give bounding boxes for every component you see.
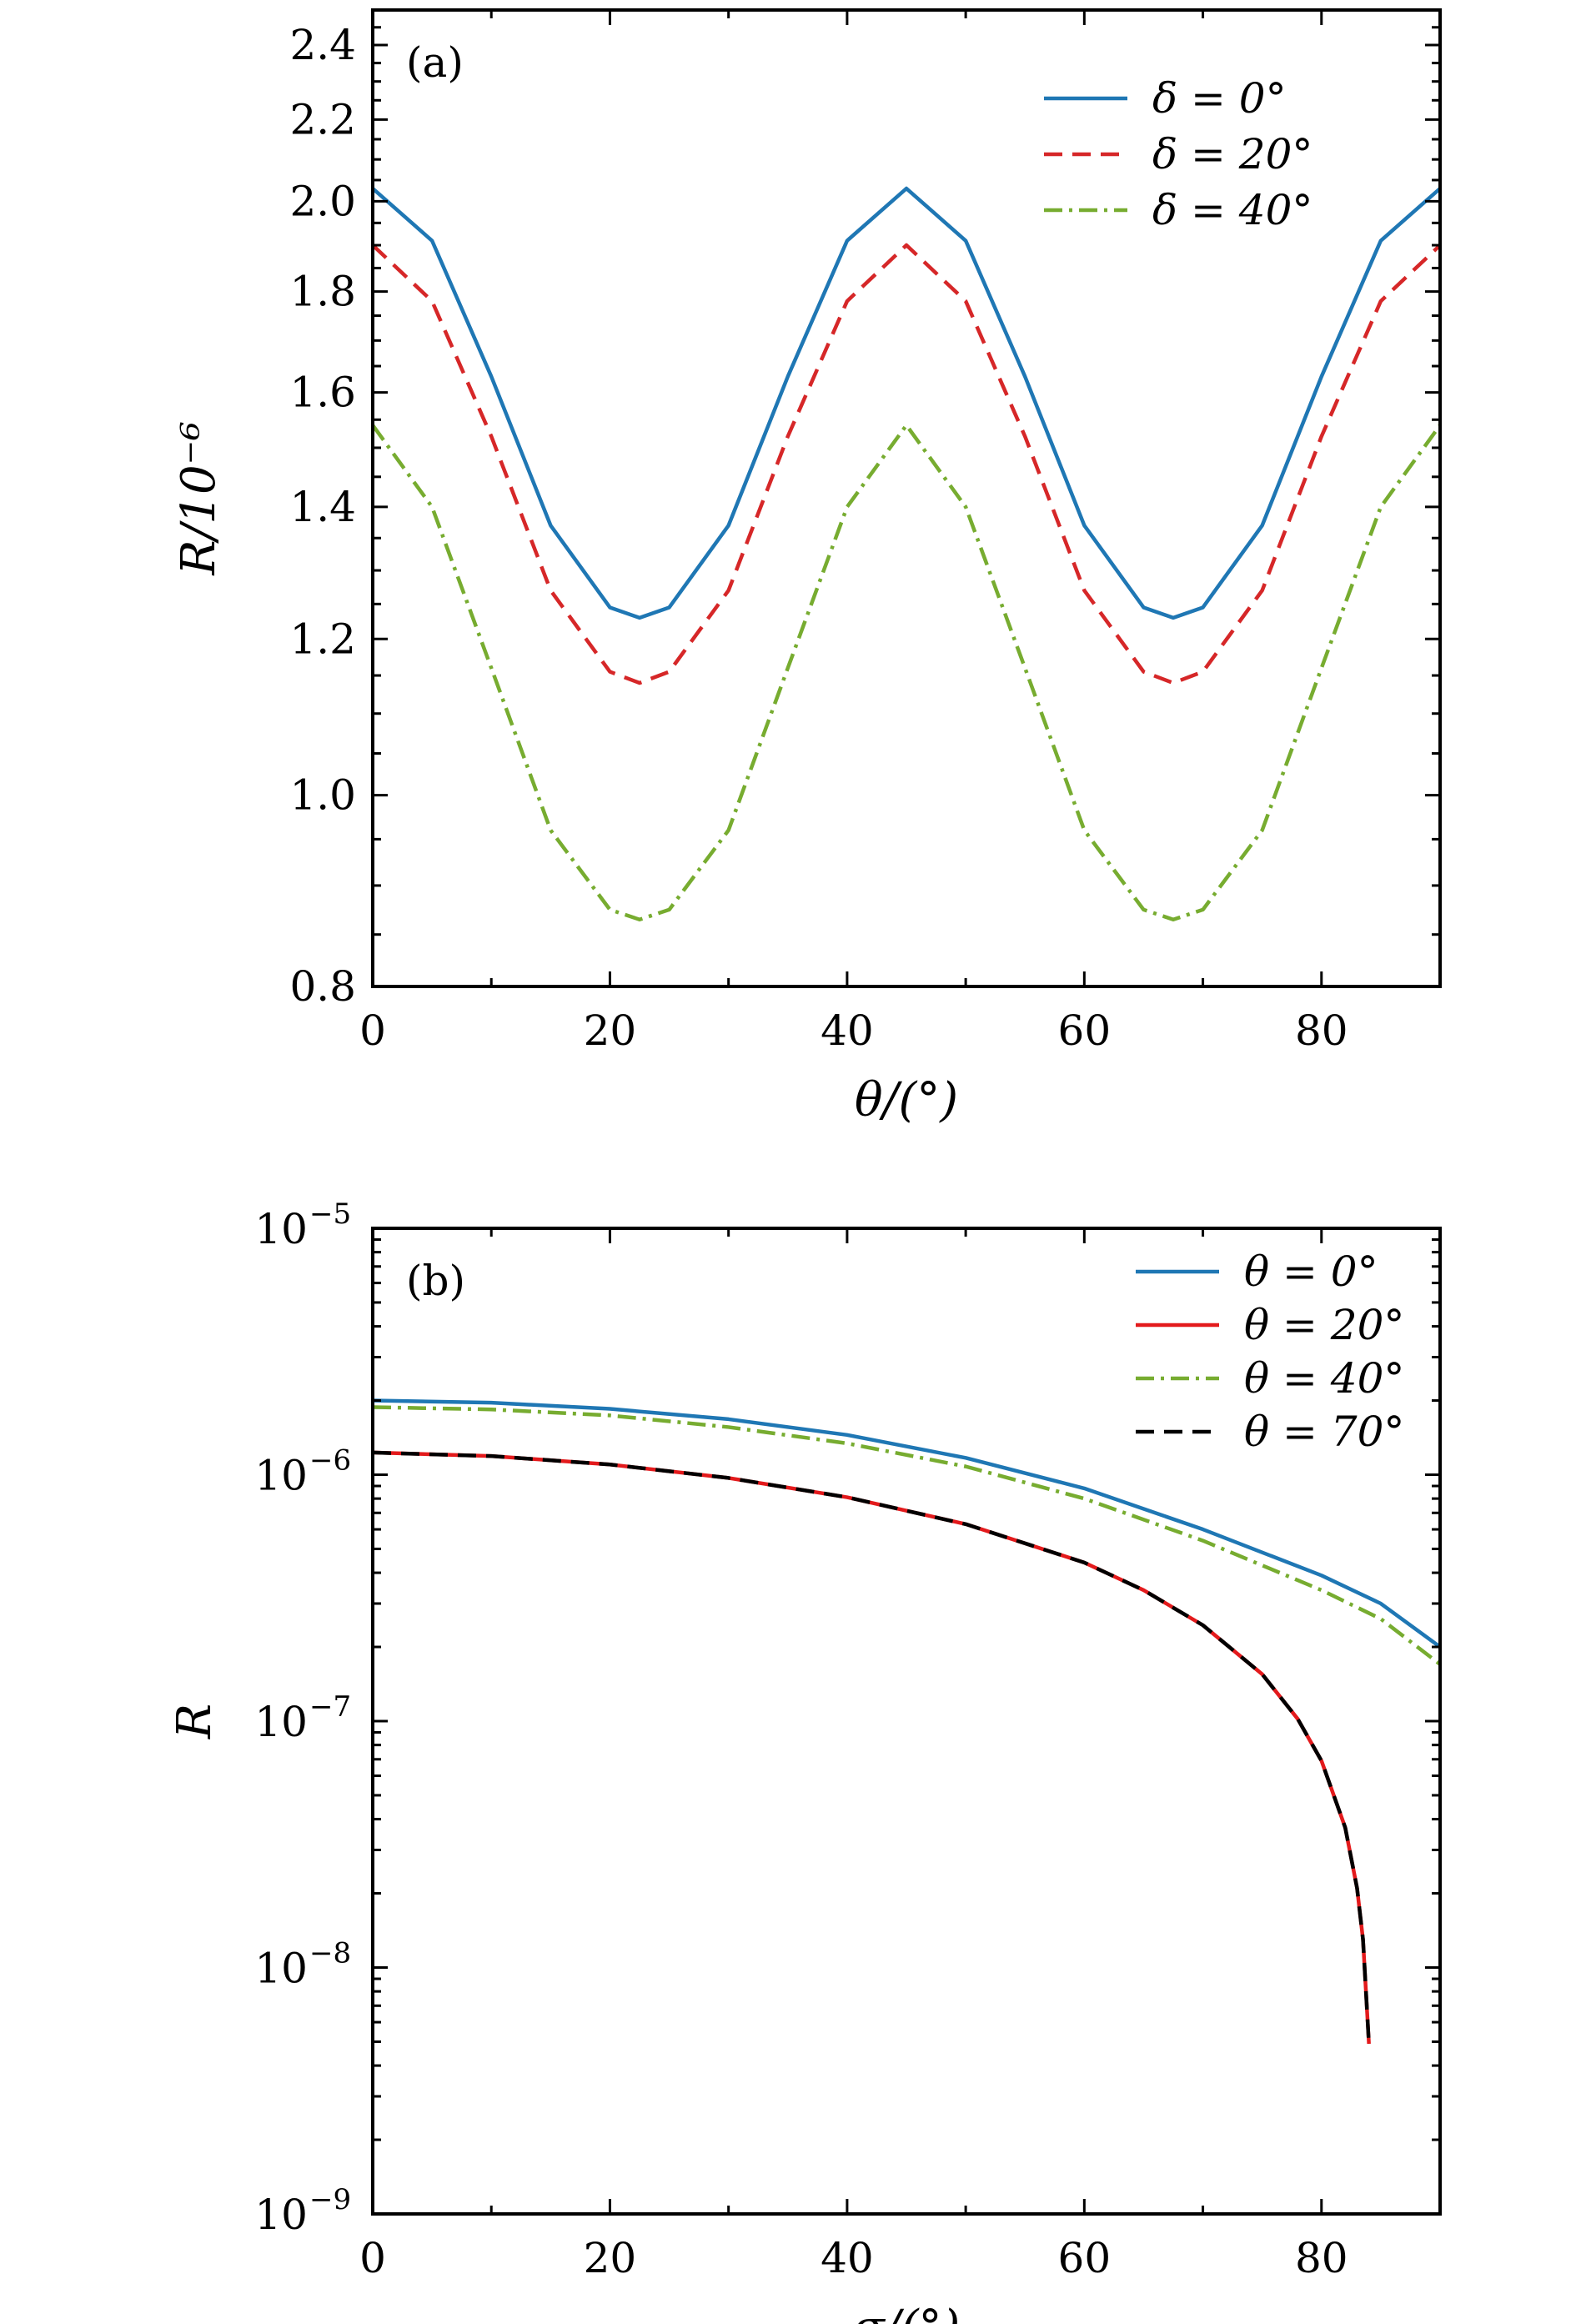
y-tick-label: 1.2 <box>289 615 356 663</box>
x-tick-label: 80 <box>1295 1006 1348 1055</box>
legend-label: δ = 20° <box>1152 130 1312 178</box>
y-tick-exponent: −8 <box>309 1937 351 1970</box>
series-line-2 <box>373 243 1440 685</box>
legend-label: δ = 40° <box>1152 186 1312 234</box>
legend-label: δ = 0° <box>1152 74 1287 123</box>
y-tick-label: 10 <box>254 1945 308 1993</box>
x-tick-label: 40 <box>821 1006 874 1055</box>
panel-b: 02040608010−910−810−710−610−5σ/(°)R(b)θ … <box>168 1197 1442 2324</box>
x-tick-label: 20 <box>584 1006 637 1055</box>
legend-label: θ = 70° <box>1244 1408 1404 1456</box>
legend-label: θ = 0° <box>1244 1247 1378 1296</box>
series-line-3 <box>373 1405 1440 1666</box>
legend-label: θ = 40° <box>1244 1354 1404 1403</box>
y-tick-label: 1.8 <box>289 268 356 316</box>
y-tick-label: 1.0 <box>289 771 356 820</box>
legend: δ = 0° δ = 20° δ = 40° <box>1044 74 1312 234</box>
x-tick-label: 0 <box>359 2234 386 2282</box>
series-line-1 <box>373 186 1440 620</box>
y-tick-label: 1.4 <box>289 483 356 531</box>
panel-a: 0 20 40 60 80 0.8 1.0 1.2 1.4 1.6 1.8 2.0 2.2 2.4 θ/(°… <box>172 8 1442 1127</box>
y-tick-label: 10 <box>254 1452 308 1500</box>
x-tick-label: 0 <box>359 1006 386 1055</box>
y-tick-label: 2.4 <box>289 21 356 69</box>
legend-label: θ = 20° <box>1244 1301 1404 1349</box>
x-tick-label: 80 <box>1295 2234 1348 2282</box>
series-lines <box>373 1398 1440 2045</box>
panel-label: (b) <box>406 1257 465 1305</box>
y-tick-label: 2.0 <box>289 177 356 225</box>
x-tick-label: 60 <box>1058 1006 1112 1055</box>
y-axis-label: R <box>168 1704 222 1739</box>
series-line-1 <box>373 1398 1440 1649</box>
x-axis-label: θ/(°) <box>855 1073 958 1127</box>
x-tick-label: 60 <box>1058 2234 1112 2282</box>
series-line-3 <box>373 423 1440 921</box>
y-tick-label: 10 <box>254 1205 308 1253</box>
y-tick-exponent: −6 <box>309 1444 351 1478</box>
series-lines <box>373 186 1440 921</box>
x-tick-label: 40 <box>821 2234 874 2282</box>
legend: θ = 0° θ = 20° θ = 40° θ = 70° <box>1136 1247 1404 1456</box>
y-tick-exponent: −9 <box>309 2183 351 2216</box>
panel-label: (a) <box>406 38 464 87</box>
y-tick-label: 10 <box>254 1698 308 1746</box>
y-tick-label: 2.2 <box>289 95 356 143</box>
series-line-4 <box>373 1450 1371 2045</box>
y-axis-label: R/10⁻⁶ <box>172 421 226 575</box>
y-tick-exponent: −5 <box>309 1197 351 1231</box>
y-tick-label: 1.6 <box>289 369 356 417</box>
plot-frame <box>371 8 1442 988</box>
y-tick-label: 10 <box>254 2191 308 2239</box>
y-tick-label: 0.8 <box>289 962 356 1011</box>
series-line-2 <box>373 1450 1371 2045</box>
x-axis-label: σ/(°) <box>853 2301 961 2324</box>
x-tick-label: 20 <box>584 2234 637 2282</box>
y-tick-exponent: −7 <box>309 1690 351 1724</box>
